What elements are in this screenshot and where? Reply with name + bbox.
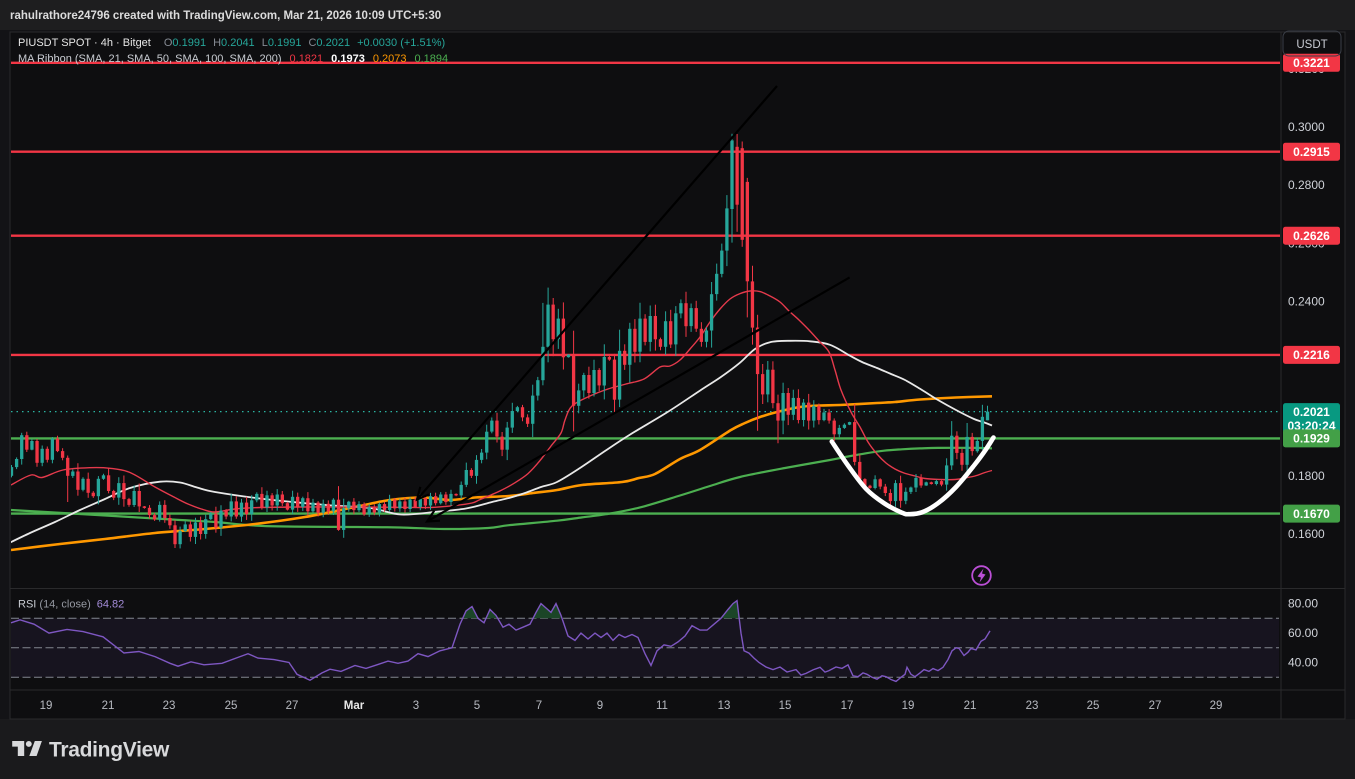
svg-text:0.2216: 0.2216 — [1293, 348, 1330, 362]
svg-text:21: 21 — [102, 700, 115, 712]
svg-text:0.2915: 0.2915 — [1293, 145, 1330, 159]
svg-text:RSI (14, close)64.82: RSI (14, close) 64.82 — [18, 599, 124, 611]
svg-text:USDT: USDT — [1296, 39, 1327, 51]
svg-text:0.1600: 0.1600 — [1288, 527, 1325, 541]
svg-text:23: 23 — [1026, 700, 1039, 712]
svg-text:0.1800: 0.1800 — [1288, 469, 1325, 483]
svg-text:Mar: Mar — [344, 700, 365, 712]
svg-text:11: 11 — [656, 700, 668, 712]
svg-text:0.1670: 0.1670 — [1293, 507, 1330, 521]
svg-text:3: 3 — [413, 700, 419, 712]
svg-text:40.00: 40.00 — [1288, 656, 1318, 670]
svg-text:0.2800: 0.2800 — [1288, 178, 1325, 192]
svg-text:27: 27 — [286, 700, 299, 712]
svg-text:0.2400: 0.2400 — [1288, 294, 1325, 308]
svg-text:0.1929: 0.1929 — [1293, 432, 1330, 446]
svg-text:13: 13 — [718, 700, 731, 712]
svg-text:0.3000: 0.3000 — [1288, 120, 1325, 134]
svg-text:TradingView: TradingView — [49, 739, 170, 762]
svg-text:25: 25 — [225, 700, 238, 712]
svg-text:0.3221: 0.3221 — [1293, 56, 1330, 70]
svg-text:0.2626: 0.2626 — [1293, 229, 1330, 243]
svg-text:17: 17 — [841, 700, 854, 712]
svg-text:60.00: 60.00 — [1288, 626, 1318, 640]
svg-text:27: 27 — [1149, 700, 1162, 712]
svg-text:7: 7 — [536, 700, 542, 712]
svg-text:21: 21 — [964, 700, 977, 712]
svg-text:9: 9 — [597, 700, 603, 712]
svg-text:29: 29 — [1210, 700, 1223, 712]
svg-text:80.00: 80.00 — [1288, 597, 1318, 611]
svg-text:MA Ribbon (SMA, 21, SMA, 50, S: MA Ribbon (SMA, 21, SMA, 50, SMA, 100, S… — [18, 53, 448, 65]
svg-text:0.2021: 0.2021 — [1293, 405, 1330, 419]
svg-text:15: 15 — [779, 700, 792, 712]
svg-text:25: 25 — [1087, 700, 1100, 712]
svg-text:5: 5 — [474, 700, 480, 712]
svg-text:23: 23 — [163, 700, 176, 712]
svg-text:03:20:24: 03:20:24 — [1287, 419, 1335, 433]
svg-text:rahulrathore24796 created with: rahulrathore24796 created with TradingVi… — [10, 10, 441, 22]
svg-text:19: 19 — [902, 700, 915, 712]
svg-text:19: 19 — [40, 700, 53, 712]
